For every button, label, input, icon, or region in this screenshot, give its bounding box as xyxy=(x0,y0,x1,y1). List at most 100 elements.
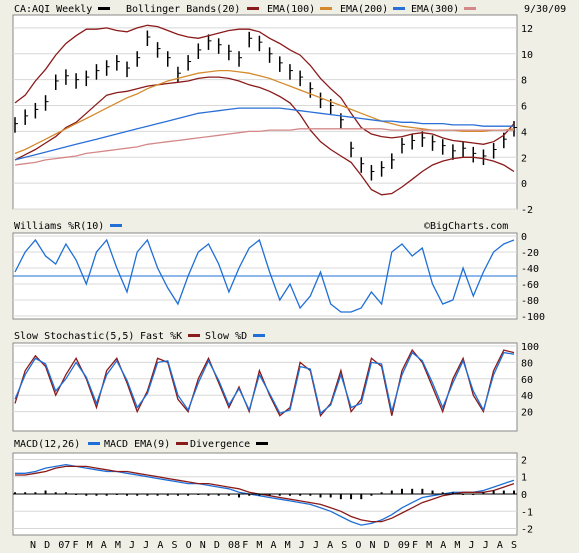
y-tick-label-1-3: -60 xyxy=(521,280,539,291)
legend-slow-d-swatch xyxy=(253,334,265,337)
x-tick-label-34: S xyxy=(511,540,517,551)
williams-legend-swatch xyxy=(110,224,122,227)
x-tick-label-29: A xyxy=(440,540,446,551)
divergence-bar xyxy=(502,490,505,494)
divergence-bar xyxy=(258,494,261,496)
x-tick-label-14: 08 xyxy=(228,540,240,551)
y-tick-label-2-0: 100 xyxy=(521,342,539,353)
divergence-bar xyxy=(411,488,414,494)
y-tick-label-0-7: 12 xyxy=(521,24,533,35)
x-tick-label-17: A xyxy=(271,540,277,551)
x-tick-label-5: A xyxy=(101,540,107,551)
divergence-bar xyxy=(54,492,57,494)
legend-ema300: EMA(300) xyxy=(411,4,459,15)
legend-ema100: EMA(100) xyxy=(267,4,315,15)
legend-bollinger: Bollinger Bands(20) xyxy=(126,4,240,15)
x-tick-label-32: J xyxy=(483,540,489,551)
x-tick-label-9: A xyxy=(157,540,163,551)
divergence-bar xyxy=(95,494,98,496)
x-tick-label-27: F xyxy=(412,540,418,551)
divergence-bar xyxy=(350,494,353,500)
divergence-bar xyxy=(85,494,88,496)
y-tick-label-0-0: -2 xyxy=(521,205,533,216)
x-axis: N D 07 F M A M J J A S O N D 08 F M A M J J A S O N D 09 F M A M J J A S xyxy=(30,540,517,551)
williams-title: Williams %R(10) xyxy=(14,221,104,232)
price-panel-frame xyxy=(12,14,518,210)
legend-slow-d: Slow %D xyxy=(205,331,247,342)
y-tick-label-1-1: -20 xyxy=(521,248,539,259)
plots-layer: -20246810120-20-40-60-80-100100806040202… xyxy=(13,24,545,536)
watermark: ©BigCharts.com xyxy=(424,221,508,232)
x-tick-label-21: A xyxy=(327,540,333,551)
divergence-bar xyxy=(166,494,169,496)
series-line-0-1 xyxy=(14,24,515,145)
divergence-bar xyxy=(227,494,230,496)
x-tick-label-8: J xyxy=(143,540,149,551)
y-tick-label-2-1: 80 xyxy=(521,358,533,369)
divergence-bar xyxy=(319,494,322,498)
divergence-bar xyxy=(451,492,454,494)
divergence-bar xyxy=(156,494,159,496)
divergence-bar xyxy=(370,494,373,496)
x-tick-label-3: F xyxy=(72,540,78,551)
divergence-bar xyxy=(513,490,515,494)
legend-ema300-swatch xyxy=(464,7,476,10)
x-tick-label-4: M xyxy=(87,540,93,551)
x-tick-label-7: J xyxy=(129,540,135,551)
y-tick-label-0-4: 6 xyxy=(521,102,527,113)
divergence-bar xyxy=(176,494,179,496)
x-tick-label-20: J xyxy=(313,540,319,551)
x-tick-label-12: N xyxy=(200,540,206,551)
divergence-bar xyxy=(278,494,281,496)
divergence-bar xyxy=(380,492,383,494)
x-tick-label-24: N xyxy=(370,540,376,551)
legend-bollinger-swatch xyxy=(247,7,259,10)
stochastic-title: Slow Stochastic(5,5) xyxy=(14,331,134,342)
divergence-bar xyxy=(105,494,108,496)
series-line-3-0 xyxy=(15,463,515,526)
y-tick-label-1-0: 0 xyxy=(521,232,527,243)
x-tick-label-2: 07 xyxy=(58,540,70,551)
divergence-bar xyxy=(14,492,16,494)
x-tick-label-0: N xyxy=(30,540,36,551)
y-tick-label-2-3: 40 xyxy=(521,391,533,402)
y-tick-label-0-1: 0 xyxy=(521,179,527,190)
divergence-bar xyxy=(339,494,342,500)
x-tick-label-13: D xyxy=(214,540,220,551)
divergence-bar xyxy=(24,492,27,494)
divergence-bar xyxy=(136,494,139,496)
series-line-3-1 xyxy=(15,465,515,523)
series-line-2-1 xyxy=(14,351,515,415)
divergence-bar xyxy=(146,494,149,496)
y-tick-label-0-5: 8 xyxy=(521,76,527,87)
y-tick-label-3-3: -1 xyxy=(521,507,533,518)
legend-macd-ema-swatch xyxy=(176,442,188,445)
series-line-0-5 xyxy=(14,128,514,166)
divergence-bar xyxy=(421,488,424,494)
y-tick-label-2-4: 20 xyxy=(521,408,533,419)
legend-ema200: EMA(200) xyxy=(340,4,388,15)
y-tick-label-0-6: 10 xyxy=(521,50,533,61)
x-tick-label-23: O xyxy=(355,540,361,551)
y-tick-label-0-2: 2 xyxy=(521,153,527,164)
divergence-bar xyxy=(441,492,444,494)
divergence-bar xyxy=(217,494,220,496)
divergence-bar xyxy=(482,492,485,494)
legend-fast-k-swatch xyxy=(188,334,200,337)
series-line-0-2 xyxy=(14,76,515,196)
y-tick-label-1-2: -40 xyxy=(521,264,539,275)
divergence-bar xyxy=(329,494,332,498)
divergence-bar xyxy=(400,488,403,494)
divergence-bar xyxy=(309,494,312,496)
y-tick-label-3-4: -2 xyxy=(521,525,533,536)
legend-ema100-swatch xyxy=(320,7,332,10)
x-tick-label-31: J xyxy=(469,540,475,551)
x-tick-label-16: M xyxy=(256,540,262,551)
y-tick-label-1-4: -80 xyxy=(521,296,539,307)
x-tick-label-26: 09 xyxy=(398,540,410,551)
x-tick-label-6: M xyxy=(115,540,121,551)
legend-divergence-swatch xyxy=(256,442,268,445)
series-line-0-4 xyxy=(14,107,514,161)
